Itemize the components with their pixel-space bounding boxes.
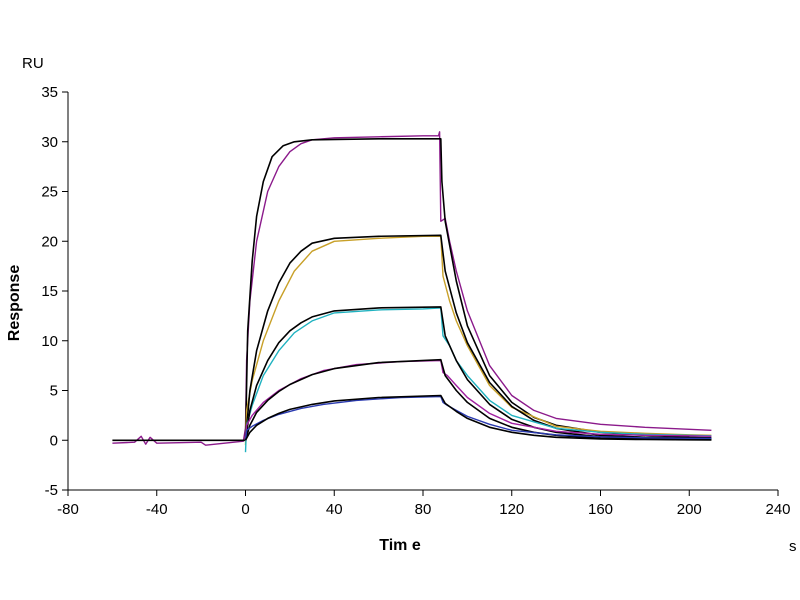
ticks: -80 -40 0 40 80 120 160 200 240 -5 0 5 10 15 20 25 30 35 [41,84,790,518]
series-line-5 [244,307,712,453]
y-tick-label: 35 [41,84,58,101]
x-tick-label: 200 [677,501,702,518]
y-tick-label: -5 [45,482,58,499]
series-line-6 [244,306,712,441]
y-tick-label: 20 [41,233,58,250]
y-tick-label: 5 [50,383,58,400]
series-line-3 [244,235,712,446]
y-tick-label: 0 [50,432,58,449]
x-tick-label: 240 [765,501,790,518]
series-line-10 [244,394,712,441]
axes [67,92,778,491]
series-line-1 [112,131,712,446]
x-tick-label: 120 [499,501,524,518]
x-tick-label: 40 [326,501,343,518]
y-tick-label: 15 [41,283,58,300]
x-tick-label: -80 [57,501,79,518]
x-tick-label: 80 [415,501,432,518]
series-line-2 [112,138,712,442]
x-tick-label: -40 [146,501,168,518]
series-line-4 [244,234,712,441]
series-line-7 [244,359,712,439]
x-unit-label: s [789,538,797,555]
x-axis-label: Tim e [379,537,421,554]
y-tick-label: 10 [41,333,58,350]
series-lines [112,131,712,453]
series-line-8 [244,358,712,441]
y-tick-label: 25 [41,184,58,201]
x-tick-label: 0 [241,501,249,518]
x-tick-label: 160 [588,501,613,518]
y-tick-label: 30 [41,134,58,151]
y-unit-label: RU [22,55,44,72]
y-axis-label: Response [6,265,23,342]
